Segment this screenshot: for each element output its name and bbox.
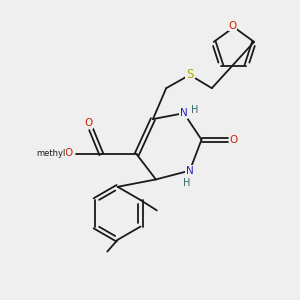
Text: methyl: methyl [36, 149, 65, 158]
Text: O: O [84, 118, 92, 128]
Text: S: S [186, 68, 194, 81]
Text: N: N [186, 166, 194, 176]
Text: O: O [64, 148, 73, 158]
Text: O: O [230, 135, 238, 145]
Text: O: O [228, 21, 237, 31]
Text: H: H [182, 178, 190, 188]
Text: N: N [180, 108, 188, 118]
Text: H: H [191, 105, 199, 115]
